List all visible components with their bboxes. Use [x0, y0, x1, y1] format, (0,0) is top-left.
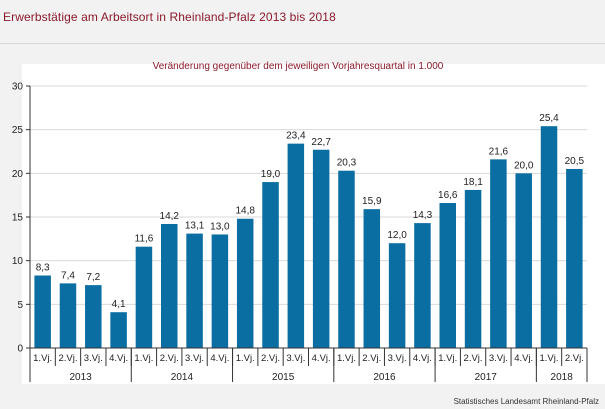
bar — [262, 182, 279, 348]
bar — [110, 312, 127, 348]
bar — [287, 143, 305, 348]
x-tick-label: 1.Vj. — [438, 353, 457, 364]
year-label: 2013 — [70, 372, 93, 383]
bar — [566, 168, 583, 348]
bar — [135, 246, 153, 348]
bar-value-label: 20,5 — [565, 156, 585, 167]
x-tick-label: 4.Vj. — [312, 353, 331, 364]
x-tick-label: 3.Vj. — [286, 353, 305, 364]
x-tick-label: 2.Vj. — [58, 353, 77, 364]
bar — [464, 189, 482, 348]
x-tick-label: 1.Vj. — [33, 353, 52, 364]
bar — [59, 283, 77, 348]
bar — [85, 285, 102, 348]
y-tick-label: 30 — [12, 82, 24, 93]
x-tick-label: 3.Vj. — [388, 353, 407, 364]
chart-title: Erwerbstätige am Arbeitsort in Rheinland… — [3, 10, 336, 24]
x-tick-label: 4.Vj. — [210, 353, 229, 364]
y-tick-label: 5 — [17, 300, 23, 311]
bar — [439, 203, 456, 348]
bar-value-label: 11,6 — [135, 234, 154, 245]
title-divider — [0, 43, 605, 44]
bar — [236, 218, 254, 348]
bar — [414, 223, 431, 348]
y-tick-label: 0 — [17, 344, 23, 355]
bar — [161, 223, 178, 348]
bar-value-label: 18,1 — [463, 177, 483, 188]
year-label: 2017 — [475, 372, 498, 383]
bar — [363, 209, 381, 348]
bar — [186, 233, 203, 348]
x-tick-label: 4.Vj. — [413, 353, 432, 364]
year-label: 2018 — [551, 372, 574, 383]
bar-value-label: 20,0 — [514, 160, 534, 171]
x-tick-label: 2.Vj. — [261, 353, 280, 364]
axes: 0 5 10 15 20 25 30 1.Vj. 2.Vj. 3.Vj. 4.Vj. 1.Vj. 2.V… — [12, 82, 588, 383]
bar-value-label: 19,0 — [261, 169, 281, 180]
bar — [211, 234, 229, 348]
year-label: 2015 — [272, 372, 295, 383]
bar-value-label: 14,3 — [413, 210, 433, 221]
x-tick-label: 4.Vj. — [109, 353, 128, 364]
x-tick-label: 2.Vj. — [362, 353, 381, 364]
bar — [515, 173, 532, 348]
bar-value-label: 7,4 — [61, 270, 75, 281]
bars — [34, 126, 583, 348]
x-tick-label: 1.Vj. — [540, 353, 559, 364]
y-tick-label: 10 — [12, 256, 24, 267]
year-label: 2016 — [373, 372, 396, 383]
bar-value-label: 4,1 — [112, 299, 126, 310]
bar-value-label: 13,0 — [210, 221, 230, 232]
y-tick-label: 15 — [12, 213, 24, 224]
x-tick-label: 4.Vj. — [514, 353, 533, 364]
value-labels: 8,3 7,4 7,2 4,1 11,6 14,2 13,1 13,0 14,8 19,0 23,4… — [36, 113, 585, 310]
y-tick-label: 20 — [12, 169, 24, 180]
bar — [388, 243, 406, 348]
bar-value-label: 23,4 — [286, 131, 306, 142]
bar-value-label: 14,8 — [235, 206, 255, 217]
x-tick-label: 1.Vj. — [236, 353, 255, 364]
chart-subtitle: Veränderung gegenüber dem jeweiligen Vor… — [153, 61, 444, 72]
bar-value-label: 16,6 — [438, 190, 458, 201]
bar-value-label: 21,6 — [489, 146, 509, 157]
bar-value-label: 7,2 — [86, 272, 100, 283]
x-tick-label: 3.Vj. — [489, 353, 508, 364]
bar — [540, 126, 558, 348]
x-tick-label: 1.Vj. — [134, 353, 153, 364]
bar-value-label: 22,7 — [311, 137, 331, 148]
bar — [34, 275, 51, 348]
x-tick-label: 1.Vj. — [337, 353, 356, 364]
bar-value-label: 20,3 — [337, 158, 357, 169]
x-tick-label: 3.Vj. — [84, 353, 103, 364]
x-tick-label: 2.Vj. — [160, 353, 179, 364]
bar-value-label: 13,1 — [185, 221, 205, 232]
x-tick-label: 2.Vj. — [464, 353, 483, 364]
bar — [490, 159, 507, 348]
x-tick-label: 2.Vj. — [565, 353, 584, 364]
x-tick-label: 3.Vj. — [185, 353, 204, 364]
bar-value-label: 15,9 — [362, 196, 382, 207]
bar — [312, 149, 330, 348]
bar-value-label: 8,3 — [36, 263, 50, 274]
bar-value-label: 25,4 — [539, 113, 559, 124]
bar — [338, 170, 355, 348]
source-note: Statistisches Landesamt Rheinland-Pfalz — [453, 397, 599, 406]
year-label: 2014 — [171, 372, 194, 383]
bar-value-label: 12,0 — [387, 230, 407, 241]
y-tick-label: 25 — [12, 125, 24, 136]
bar-value-label: 14,2 — [160, 211, 180, 222]
